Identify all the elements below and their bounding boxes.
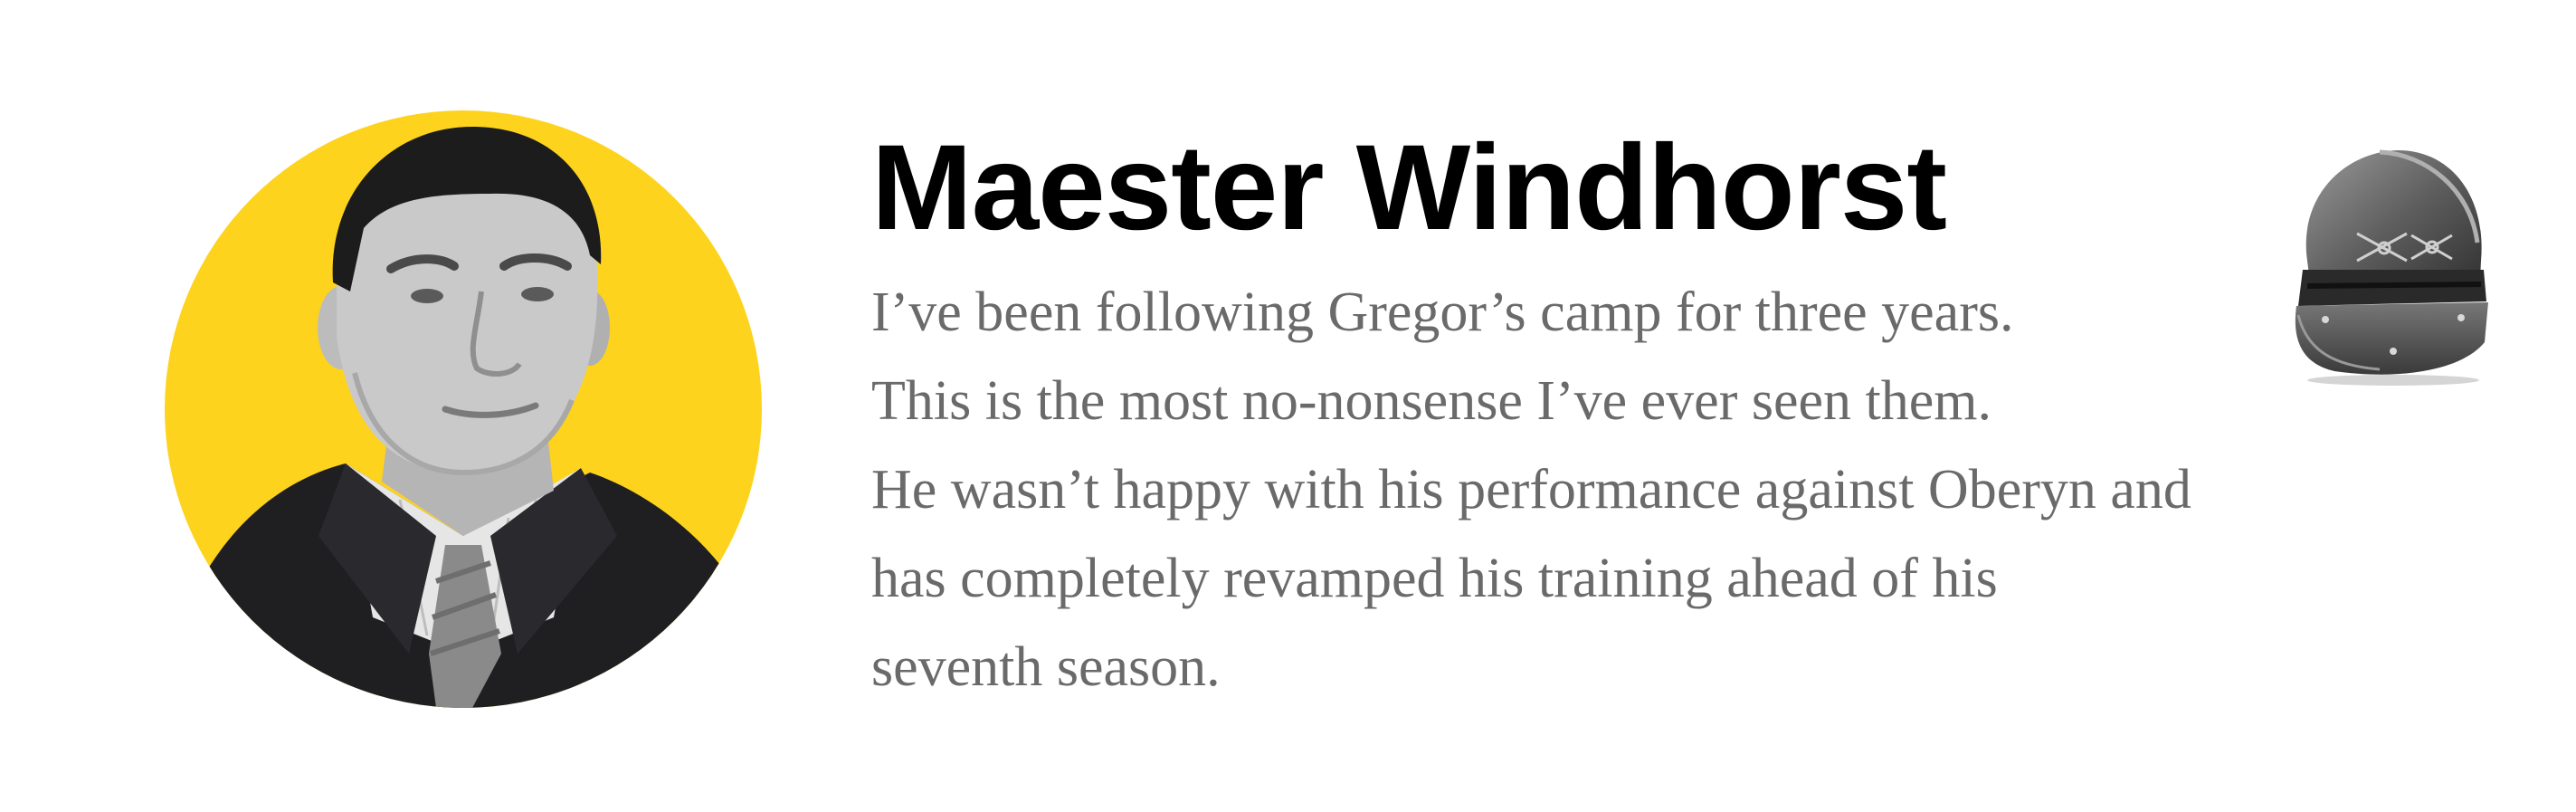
quote-line: I’ve been following Gregor’s camp for th… — [871, 282, 2014, 343]
profile-name: Maester Windhorst — [871, 120, 1947, 255]
quote-line: has completely revamped his training ahe… — [871, 548, 1998, 609]
avatar — [165, 110, 762, 708]
quote-line: seventh season. — [871, 636, 1221, 698]
quote-line: He wasn’t happy with his performance aga… — [871, 459, 2191, 521]
man-portrait-icon — [183, 127, 762, 708]
quote-line: This is the most no-nonsense I’ve ever s… — [871, 370, 1991, 432]
knight-helmet-icon — [2271, 134, 2497, 387]
profile-quote: I’ve been following Gregor’s camp for th… — [871, 268, 2455, 712]
